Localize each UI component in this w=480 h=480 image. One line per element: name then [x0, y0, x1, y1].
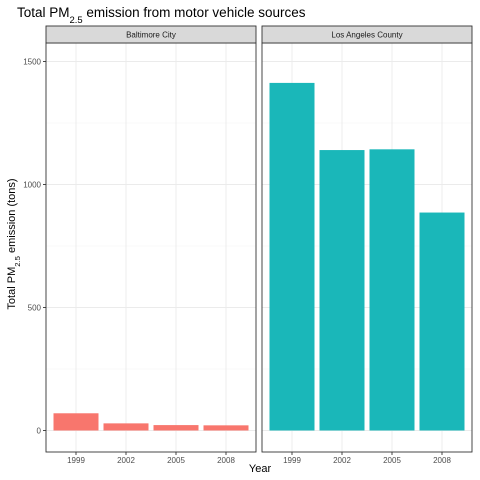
x-tick-label: 2002 — [117, 456, 135, 465]
bar-los-angeles-county-1999 — [269, 82, 315, 431]
facet-strip — [45, 25, 257, 44]
bar-los-angeles-county-2005 — [369, 149, 415, 431]
chart-title-suffix: emission from motor vehicle sources — [83, 5, 306, 20]
facet-panel-2: Los Angeles County 1999 2002 2005 2008 — [261, 25, 473, 465]
chart-title-subscript: 2.5 — [70, 15, 83, 26]
x-tick-label: 2002 — [333, 456, 351, 465]
x-tick-label: 2005 — [167, 456, 185, 465]
x-tick-label: 1999 — [283, 456, 301, 465]
y-tick-label: 1500 — [23, 58, 41, 67]
bar-baltimore-city-1999 — [53, 413, 99, 431]
y-tick-label: 500 — [28, 304, 42, 313]
chart-title-prefix: Total PM — [17, 5, 70, 20]
x-tick-label: 2008 — [433, 456, 451, 465]
facet-panel-1: Baltimore City 1999 2002 2005 2008 0 500 1000 15… — [23, 25, 257, 465]
y-axis-title-suffix: emission (tons) — [6, 178, 18, 256]
bar-baltimore-city-2005 — [153, 425, 199, 431]
x-axis-title: Year — [249, 463, 272, 475]
panel-background — [46, 43, 256, 452]
x-tick-label: 2008 — [217, 456, 235, 465]
y-axis-title-subscript: 2.5 — [13, 256, 22, 267]
y-axis-title: Total PM2.5 emission (tons) — [6, 178, 22, 309]
x-tick-label: 2005 — [383, 456, 401, 465]
facet-strip-label: Baltimore City — [126, 31, 176, 40]
bar-los-angeles-county-2002 — [319, 150, 365, 431]
facet-panels: Baltimore City 1999 2002 2005 2008 0 500 1000 15… — [23, 25, 473, 465]
y-tick-label: 1000 — [23, 181, 41, 190]
bar-los-angeles-county-2008 — [419, 212, 465, 431]
bar-baltimore-city-2008 — [203, 425, 249, 431]
bar-baltimore-city-2002 — [103, 423, 149, 431]
facet-strip — [261, 25, 473, 44]
y-tick-label: 0 — [37, 427, 42, 436]
y-axis-title-prefix: Total PM — [6, 267, 18, 310]
chart-title: Total PM2.5 emission from motor vehicle … — [17, 5, 306, 26]
x-tick-label: 1999 — [67, 456, 85, 465]
facet-strip-label: Los Angeles County — [331, 31, 402, 40]
